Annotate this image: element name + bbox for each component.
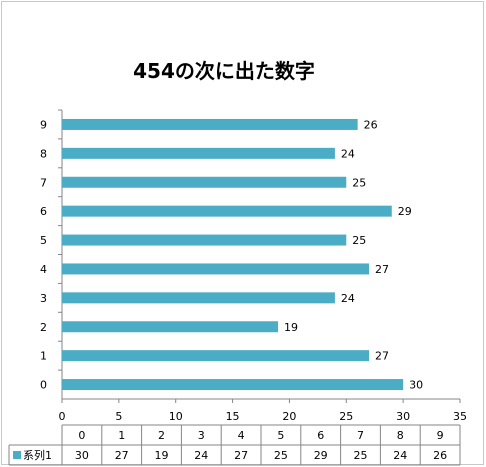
x-tick-label-10: 10 xyxy=(169,410,183,423)
table-value-5: 25 xyxy=(274,449,288,462)
legend-key xyxy=(13,451,21,459)
table-value-4: 27 xyxy=(234,449,248,462)
table-header-3: 3 xyxy=(198,429,205,442)
value-label-8: 24 xyxy=(341,147,355,160)
bar-7 xyxy=(62,176,347,188)
table-value-2: 19 xyxy=(155,449,169,462)
table-header-7: 7 xyxy=(357,429,364,442)
table-value-7: 25 xyxy=(354,449,368,462)
table-header-1: 1 xyxy=(118,429,125,442)
bar-8 xyxy=(62,147,335,159)
plot-area: 0 30 1 27 2 19 3 24 4 27 5 25 6 29 7 25 8 24 9 26 0 5 10 15 20 25… xyxy=(40,109,467,423)
value-label-0: 30 xyxy=(409,379,423,392)
data-table: 0 30 1 27 2 19 3 24 4 27 5 25 6 29 7 25 8 24 9 26 系列1 xyxy=(8,424,461,466)
value-label-6: 29 xyxy=(398,205,412,218)
x-tick-label-15: 15 xyxy=(226,410,240,423)
value-label-4: 27 xyxy=(375,263,389,276)
table-value-9: 26 xyxy=(433,449,447,462)
x-tick-label-5: 5 xyxy=(115,410,122,423)
category-label-8: 8 xyxy=(40,147,47,160)
category-label-7: 7 xyxy=(40,176,47,189)
value-label-9: 26 xyxy=(364,118,378,131)
category-label-3: 3 xyxy=(40,292,47,305)
table-value-3: 24 xyxy=(194,449,208,462)
bar-1 xyxy=(62,350,370,362)
table-value-0: 30 xyxy=(75,449,89,462)
value-label-1: 27 xyxy=(375,350,389,363)
x-tick-label-35: 35 xyxy=(453,410,467,423)
bar-3 xyxy=(62,292,335,304)
table-header-6: 6 xyxy=(317,429,324,442)
table-value-8: 24 xyxy=(393,449,407,462)
table-header-4: 4 xyxy=(238,429,245,442)
value-label-5: 25 xyxy=(352,234,366,247)
table-header-0: 0 xyxy=(78,429,85,442)
category-label-1: 1 xyxy=(40,350,47,363)
x-tick-label-30: 30 xyxy=(396,410,410,423)
table-header-5: 5 xyxy=(277,429,284,442)
bar-2 xyxy=(62,321,279,333)
category-label-0: 0 xyxy=(40,379,47,392)
category-label-2: 2 xyxy=(40,321,47,334)
value-label-3: 24 xyxy=(341,292,355,305)
table-header-9: 9 xyxy=(437,429,444,442)
value-label-7: 25 xyxy=(352,176,366,189)
x-tick-label-20: 20 xyxy=(282,410,296,423)
value-label-2: 19 xyxy=(284,321,298,334)
table-header-8: 8 xyxy=(397,429,404,442)
bar-6 xyxy=(62,205,392,217)
table-value-6: 29 xyxy=(314,449,328,462)
category-label-6: 6 xyxy=(40,205,47,218)
x-tick-label-0: 0 xyxy=(59,410,66,423)
category-label-4: 4 xyxy=(40,263,47,276)
chart-title: 454の次に出た数字 xyxy=(133,59,315,83)
bar-5 xyxy=(62,234,347,246)
bar-0 xyxy=(62,379,404,391)
bar-4 xyxy=(62,263,370,275)
table-header-2: 2 xyxy=(158,429,165,442)
series-name: 系列1 xyxy=(23,448,52,462)
category-label-9: 9 xyxy=(40,118,47,131)
x-tick-label-25: 25 xyxy=(339,410,353,423)
bar-9 xyxy=(62,118,358,130)
category-label-5: 5 xyxy=(40,234,47,247)
table-value-1: 27 xyxy=(115,449,129,462)
